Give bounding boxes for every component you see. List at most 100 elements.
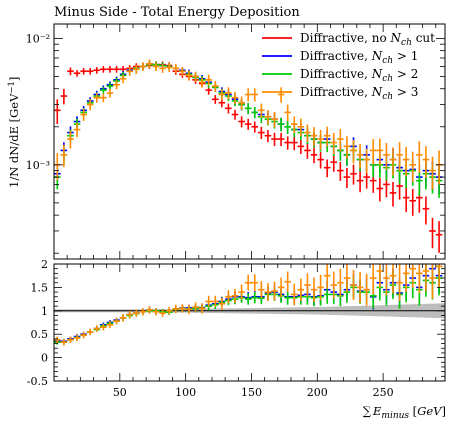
data-point [271, 111, 278, 128]
ratio-y-tick-label: 1 [41, 305, 48, 318]
data-point [73, 122, 81, 138]
ratio-point [146, 306, 153, 314]
data-point [80, 68, 87, 75]
data-point [172, 64, 180, 73]
data-point [304, 124, 311, 143]
data-point [435, 221, 443, 253]
data-point [67, 130, 74, 149]
y-tick-label: 10⁻³ [26, 159, 50, 172]
data-point [409, 188, 417, 216]
main-frame [53, 23, 446, 260]
ratio-point [304, 273, 311, 297]
data-point [93, 67, 101, 74]
data-point [152, 62, 160, 72]
data-point [165, 63, 173, 72]
chart-mark: E [372, 404, 382, 418]
ratio-point [323, 264, 331, 289]
ratio-point [409, 264, 417, 288]
data-point [60, 144, 68, 168]
ratio-point [132, 309, 140, 317]
chart-mark: ch [382, 56, 393, 66]
data-point [323, 159, 331, 178]
ratio-point [244, 293, 252, 305]
data-point [251, 88, 259, 102]
ratio-point [277, 277, 285, 298]
ratio-point [159, 309, 166, 317]
ratio-frame [53, 263, 446, 382]
data-point [369, 139, 377, 165]
ratio-point [337, 268, 344, 297]
y-tick-label: 10⁻² [26, 32, 50, 45]
data-point [310, 127, 318, 146]
ratio-point [218, 297, 226, 310]
ratio-point [192, 302, 199, 312]
data-point [225, 87, 232, 100]
ratio-data-layer [54, 264, 443, 346]
ratio-y-tick-label: -0.5 [27, 375, 48, 388]
data-point [106, 88, 114, 98]
data-point [159, 64, 166, 73]
data-point [323, 126, 331, 147]
chart-mark: ] [7, 77, 21, 82]
ratio-point [416, 264, 423, 294]
data-point [251, 121, 259, 133]
chart-mark: −1 [7, 81, 17, 94]
ratio-point [343, 264, 351, 293]
data-point [310, 147, 318, 164]
x-axis-label: ∑ Eminus [GeV] [363, 404, 446, 421]
data-point [422, 196, 430, 225]
ratio-point [113, 317, 120, 325]
data-point [416, 168, 423, 196]
data-point [330, 154, 338, 172]
data-point [211, 95, 219, 104]
x-tick-label: 150 [241, 386, 262, 399]
ratio-point [80, 331, 87, 339]
ratio-point [435, 264, 443, 288]
data-point [330, 133, 338, 155]
x-tick-label: 50 [113, 386, 127, 399]
series-1 [54, 61, 443, 253]
ratio-point [264, 283, 272, 301]
data-point [126, 67, 133, 76]
ratio-point [205, 295, 212, 308]
data-point [343, 136, 351, 159]
data-point [86, 68, 94, 75]
data-point [317, 129, 324, 150]
data-point [429, 217, 436, 249]
ratio-point [244, 274, 252, 291]
data-point [244, 118, 252, 130]
ratio-point [429, 264, 436, 299]
data-point [225, 103, 232, 114]
data-point [284, 136, 291, 150]
ratio-point [179, 304, 186, 313]
ratio-point [284, 271, 291, 293]
y-axis-label: 1/N dN/dE [GeV−1] [7, 77, 21, 188]
data-point [337, 162, 344, 181]
series-4 [54, 59, 443, 190]
data-point [343, 168, 351, 188]
data-point [356, 143, 364, 169]
ratio-point [363, 273, 370, 306]
ratio-y-tick-label: 0 [41, 352, 48, 365]
ratio-point [152, 307, 160, 316]
data-point [113, 80, 120, 90]
data-point [211, 80, 219, 92]
legend-label: Diffractive, Nch > 1 [300, 49, 418, 66]
data-point [277, 117, 285, 132]
data-point [73, 70, 81, 77]
ratio-point [251, 292, 259, 304]
data-point [416, 141, 423, 173]
data-point [258, 103, 265, 118]
data-point [198, 77, 206, 88]
data-point [238, 116, 245, 128]
chart-mark: minus [381, 411, 409, 421]
data-point [376, 178, 384, 202]
ratio-point [290, 283, 298, 306]
chart-mark: > 3 [393, 85, 418, 99]
chart-mark: cut [412, 31, 435, 45]
data-point [100, 66, 107, 73]
ratio-y-tick-label: 1.5 [31, 281, 49, 294]
